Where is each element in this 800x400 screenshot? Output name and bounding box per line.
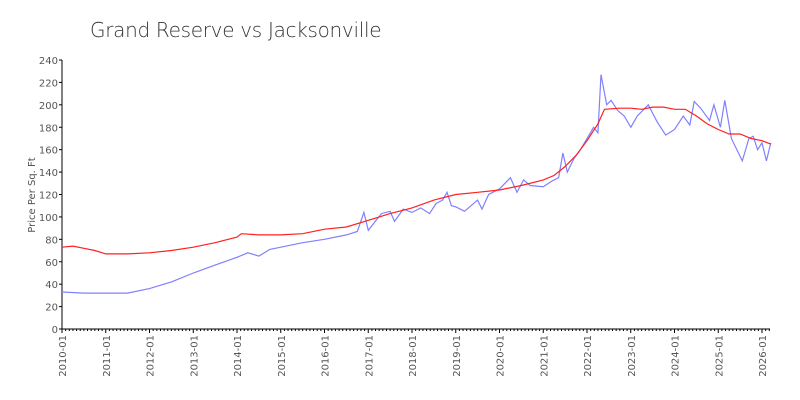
x-tick-label: 2014-01 xyxy=(233,335,244,377)
y-tick-label: 80 xyxy=(45,235,58,246)
chart-title: Grand Reserve vs Jacksonville xyxy=(90,18,382,42)
y-tick-label: 40 xyxy=(45,280,58,291)
y-tick-label: 240 xyxy=(39,56,58,67)
y-tick-label: 140 xyxy=(39,168,58,179)
x-tick-label: 2021-01 xyxy=(539,335,550,377)
x-tick-label: 2013-01 xyxy=(189,335,200,377)
y-tick-label: 200 xyxy=(39,101,58,112)
x-tick-label: 2024-01 xyxy=(671,335,682,377)
x-tick-label: 2010-01 xyxy=(58,335,69,377)
x-tick-label: 2015-01 xyxy=(277,335,288,377)
y-tick-label: 20 xyxy=(45,303,58,314)
y-tick-label: 160 xyxy=(39,146,58,157)
x-tick-label: 2018-01 xyxy=(408,335,419,377)
x-tick-label: 2017-01 xyxy=(364,335,375,377)
x-tick-label: 2016-01 xyxy=(321,335,332,377)
y-axis-label: Price Per Sq. Ft xyxy=(27,157,38,232)
y-tick-label: 180 xyxy=(39,123,58,134)
y-tick-label: 60 xyxy=(45,258,58,269)
y-tick-label: 120 xyxy=(39,191,58,202)
x-tick-label: 2012-01 xyxy=(146,335,157,377)
series-jacksonville xyxy=(61,106,772,255)
y-tick-label: 220 xyxy=(39,78,58,89)
x-tick-label: 2023-01 xyxy=(627,335,638,377)
x-tick-label: 2026-01 xyxy=(758,335,769,377)
x-tick-label: 2011-01 xyxy=(102,335,113,377)
y-tick-label: 100 xyxy=(39,213,58,224)
x-tick-label: 2022-01 xyxy=(583,335,594,377)
x-tick-label: 2020-01 xyxy=(496,335,507,377)
x-tick-label: 2019-01 xyxy=(452,335,463,377)
x-tick-label: 2025-01 xyxy=(714,335,725,377)
series-line xyxy=(61,106,772,255)
y-tick-label: 0 xyxy=(52,325,58,336)
